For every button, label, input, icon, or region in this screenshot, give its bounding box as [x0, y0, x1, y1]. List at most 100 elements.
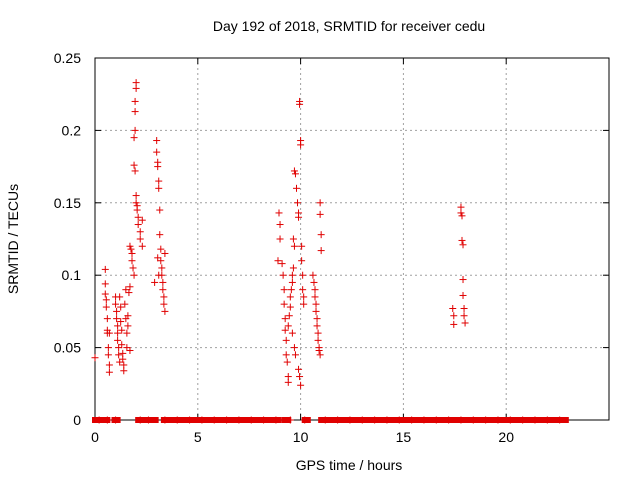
data-point: [458, 212, 466, 220]
data-point: [136, 416, 144, 424]
data-point: [102, 303, 110, 311]
data-point: [121, 300, 129, 308]
data-point: [153, 137, 161, 145]
data-point: [316, 351, 324, 359]
data-point: [543, 416, 551, 424]
axis-ticks: [94, 57, 609, 421]
data-point: [102, 296, 110, 304]
data-point: [113, 315, 121, 323]
data-point: [334, 416, 342, 424]
data-point: [296, 373, 304, 381]
data-point: [160, 293, 168, 301]
data-point: [104, 351, 112, 359]
data-point: [310, 278, 318, 286]
y-tick-labels: 0 0.05 0.1 0.15 0.2 0.25: [54, 50, 81, 428]
data-point: [311, 293, 319, 301]
data-point: [288, 329, 296, 337]
data-point: [383, 416, 391, 424]
data-point: [104, 344, 112, 352]
data-point: [136, 235, 144, 243]
data-point: [288, 271, 296, 279]
data-point: [312, 300, 320, 308]
data-point: [116, 358, 124, 366]
data-point: [151, 278, 159, 286]
data-point: [289, 235, 297, 243]
data-point: [131, 97, 139, 105]
data-point: [286, 293, 294, 301]
data-point: [247, 416, 255, 424]
data-point: [101, 280, 109, 288]
data-point: [284, 378, 292, 386]
data-point: [291, 351, 299, 359]
data-points: [91, 79, 564, 424]
data-point: [292, 184, 300, 192]
y-tick-label: 0.15: [54, 195, 81, 211]
data-point: [281, 315, 289, 323]
y-tick-label: 0.05: [54, 340, 81, 356]
x-tick-label: 15: [396, 429, 412, 445]
data-point: [161, 307, 169, 315]
data-point: [128, 249, 136, 257]
data-point: [160, 300, 168, 308]
data-point: [506, 416, 514, 424]
data-point: [280, 286, 288, 294]
data-point: [124, 322, 132, 330]
data-point: [115, 344, 123, 352]
data-point: [280, 300, 288, 308]
data-point: [120, 367, 128, 375]
data-point: [138, 216, 146, 224]
data-point: [287, 286, 295, 294]
data-point: [556, 416, 564, 424]
data-point: [157, 257, 165, 265]
data-point: [290, 242, 298, 250]
data-point: [282, 351, 290, 359]
data-point: [314, 336, 322, 344]
data-point: [294, 199, 302, 207]
data-point: [105, 361, 113, 369]
data-point: [101, 265, 109, 273]
chart-title: Day 192 of 2018, SRMTID for receiver ced…: [213, 18, 485, 34]
data-point: [279, 271, 287, 279]
data-point: [157, 245, 165, 253]
data-point: [113, 307, 121, 315]
x-tick-labels: 0 5 10 15 20: [91, 429, 514, 445]
data-point: [136, 228, 144, 236]
data-point: [482, 416, 490, 424]
data-point: [235, 416, 243, 424]
data-point: [291, 170, 299, 178]
data-point: [91, 354, 99, 362]
data-point: [131, 126, 139, 134]
data-point: [459, 241, 467, 249]
data-point: [296, 100, 304, 108]
data-point: [210, 416, 218, 424]
data-point: [297, 141, 305, 149]
data-point: [469, 416, 477, 424]
data-point: [131, 108, 139, 116]
y-axis-title: SRMTID / TECUs: [5, 184, 21, 294]
data-point: [316, 210, 324, 218]
x-tick-label: 0: [91, 429, 99, 445]
data-point: [283, 358, 291, 366]
data-point: [158, 264, 166, 272]
data-point: [159, 278, 167, 286]
data-point: [315, 346, 323, 354]
data-point: [321, 416, 329, 424]
data-point: [115, 351, 123, 359]
data-point: [161, 416, 169, 424]
data-point: [153, 148, 161, 156]
data-point: [313, 315, 321, 323]
data-point: [450, 320, 458, 328]
data-point: [114, 329, 122, 337]
data-point: [130, 271, 138, 279]
x-tick-label: 10: [293, 429, 309, 445]
data-point: [289, 264, 297, 272]
data-point: [105, 368, 113, 376]
data-point: [114, 336, 122, 344]
data-point: [371, 416, 379, 424]
data-point: [282, 336, 290, 344]
data-point: [449, 305, 457, 313]
data-point: [132, 84, 140, 92]
data-point: [432, 416, 440, 424]
data-point: [260, 416, 268, 424]
